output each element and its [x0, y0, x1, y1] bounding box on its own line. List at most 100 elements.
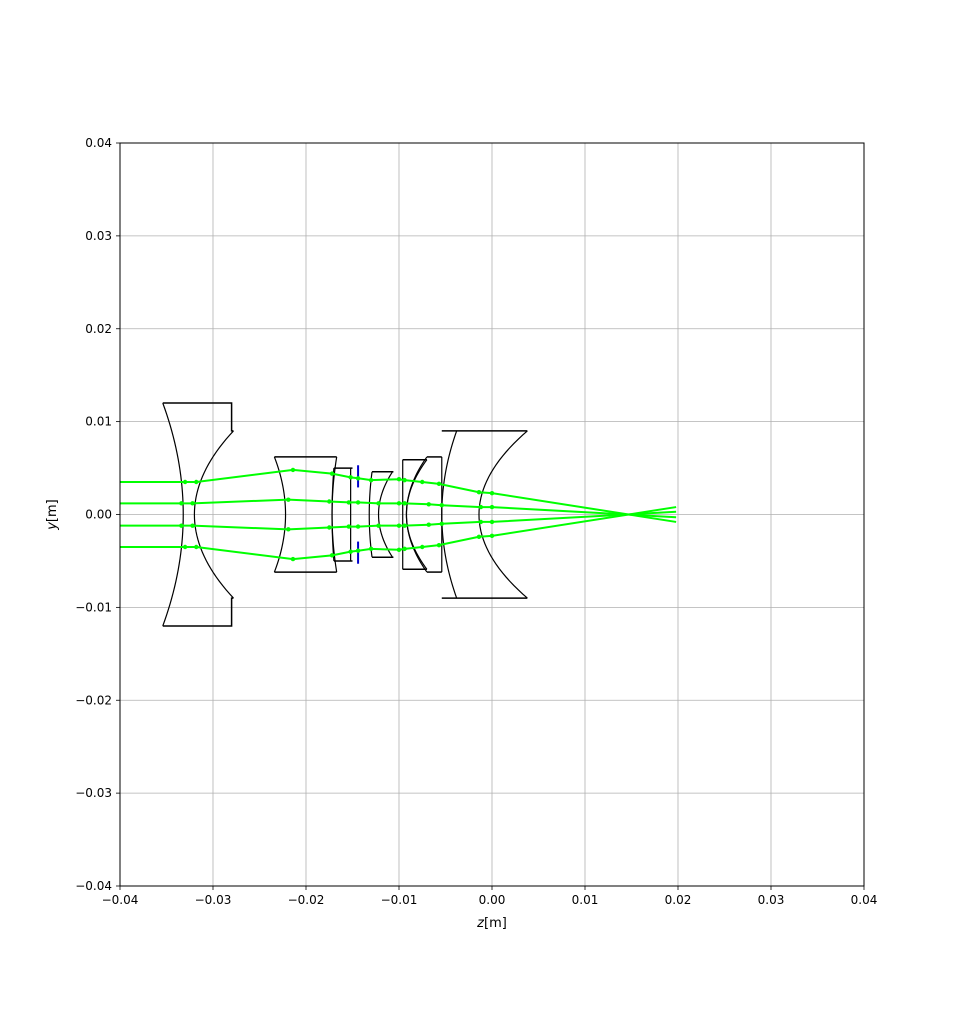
ray-1-point-6 — [355, 476, 361, 481]
lens-element-1 — [162, 402, 234, 627]
ray-3-point-4 — [327, 525, 332, 530]
ray-4-point-10 — [420, 544, 425, 550]
ray-2-point-10 — [426, 502, 431, 507]
ray-4-point-11 — [436, 542, 442, 548]
ray-4-point-9 — [402, 546, 407, 552]
ray-2-point-12 — [478, 504, 484, 510]
ray-1-point-1 — [182, 479, 188, 485]
ray-2-point-2 — [190, 501, 195, 506]
lens-elements — [162, 402, 528, 627]
ray-2-point-6 — [355, 500, 361, 505]
lens-front-surface-6 — [405, 456, 428, 573]
lens-front-surface-1 — [162, 402, 184, 627]
ray-3-point-9 — [402, 523, 407, 528]
x-tick-label-7: 0.03 — [758, 893, 785, 907]
lens-element-5 — [402, 458, 428, 571]
ray-2-point-3 — [286, 497, 291, 502]
ray-1-point-12 — [476, 490, 482, 495]
x-tick-label-1: −0.03 — [195, 893, 232, 907]
x-tick-label-6: 0.02 — [665, 893, 692, 907]
ray-1-point-4 — [329, 471, 335, 476]
y-tick-label-2: −0.02 — [75, 693, 112, 707]
x-tick-label-8: 0.04 — [851, 893, 878, 907]
x-tick-label-2: −0.02 — [288, 893, 325, 907]
ray-2 — [120, 497, 677, 519]
ray-2-point-13 — [489, 504, 495, 510]
y-axis-label-italic: y — [45, 522, 60, 531]
ray-4 — [120, 506, 677, 562]
ray-3-point-10 — [426, 522, 431, 527]
ray-4-point-1 — [182, 544, 188, 550]
ray-3 — [120, 510, 677, 532]
lens-front-surface-4 — [368, 471, 373, 558]
ray-1-point-9 — [402, 477, 407, 483]
y-axis-label: y[m] — [45, 499, 60, 531]
ray-4-point-7 — [368, 546, 374, 552]
lens-back-surface-4 — [377, 471, 393, 558]
ray-1-point-2 — [194, 479, 199, 485]
ray-3-point-12 — [478, 519, 484, 525]
ray-2-point-8 — [396, 501, 402, 506]
ray-4-point-3 — [290, 556, 296, 562]
lens-front-surface-7 — [441, 430, 458, 599]
ray-1-point-5 — [348, 475, 353, 480]
ray-2-point-1 — [179, 501, 184, 506]
x-axis-ticks: −0.04 −0.03 −0.02 −0.01 0.00 0.01 0.02 0.03 0.04 — [102, 886, 878, 907]
ray-1-point-10 — [420, 479, 425, 485]
x-axis-label-unit: [m] — [484, 916, 507, 931]
ray-paths — [120, 467, 677, 562]
y-tick-label-0: −0.04 — [75, 879, 112, 893]
lens-back-surface-7 — [478, 430, 528, 599]
y-axis-label-unit: [m] — [45, 499, 60, 522]
ray-3-point-6 — [355, 524, 361, 529]
y-tick-label-4: 0.00 — [85, 508, 112, 522]
lens-front-surface-2 — [273, 456, 287, 573]
ray-4-point-6 — [355, 548, 361, 553]
ray-3-point-8 — [396, 523, 402, 528]
lens-edge-1-bottom — [162, 597, 234, 627]
x-tick-label-0: −0.04 — [102, 893, 139, 907]
y-tick-label-7: 0.03 — [85, 229, 112, 243]
ray-2-point-5 — [346, 500, 351, 505]
lens-element-4 — [368, 471, 394, 558]
ray-1 — [120, 467, 677, 523]
ray-1-point-3 — [290, 467, 296, 473]
ray-1-point-7 — [368, 477, 374, 483]
lens-front-surface-3 — [331, 468, 335, 561]
ray-2-point-7 — [376, 501, 381, 506]
ray-3-point-7 — [376, 523, 381, 528]
x-tick-label-5: 0.01 — [572, 893, 599, 907]
ray-1-point-11 — [436, 481, 442, 487]
y-tick-label-6: 0.02 — [85, 322, 112, 336]
lens-edge-1-top — [162, 402, 234, 432]
ray-3-point-13 — [489, 519, 495, 525]
ray-3-point-5 — [346, 524, 351, 529]
ray-3-point-3 — [286, 527, 291, 532]
ray-4-point-4 — [329, 553, 335, 558]
y-tick-label-3: −0.01 — [75, 600, 112, 614]
ray-1-point-8 — [396, 477, 402, 482]
ray-4-point-12 — [476, 534, 482, 539]
x-axis-label-italic: z — [476, 916, 485, 931]
x-tick-label-3: −0.01 — [381, 893, 418, 907]
y-axis-ticks: −0.04 −0.03 −0.02 −0.01 0.00 0.01 0.02 0.03 0.04 — [75, 136, 120, 893]
lens-element-7 — [441, 430, 528, 599]
ray-3-point-2 — [190, 523, 195, 528]
ray-4-point-5 — [348, 549, 353, 554]
ray-1-point-13 — [489, 490, 495, 496]
ray-4-point-13 — [489, 533, 495, 539]
ray-3-point-11 — [439, 521, 444, 526]
x-tick-label-4: 0.00 — [479, 893, 506, 907]
x-axis-label: z[m] — [476, 916, 507, 931]
ray-2-point-9 — [402, 501, 407, 506]
ray-4-point-2 — [194, 544, 199, 550]
lens-element-3 — [331, 467, 353, 562]
y-tick-label-8: 0.04 — [85, 136, 112, 150]
ray-4-point-8 — [396, 547, 402, 552]
y-tick-label-5: 0.01 — [85, 415, 112, 429]
ray-2-point-11 — [439, 503, 444, 508]
lens-back-surface-1 — [193, 430, 234, 599]
ray-3-point-1 — [179, 523, 184, 528]
